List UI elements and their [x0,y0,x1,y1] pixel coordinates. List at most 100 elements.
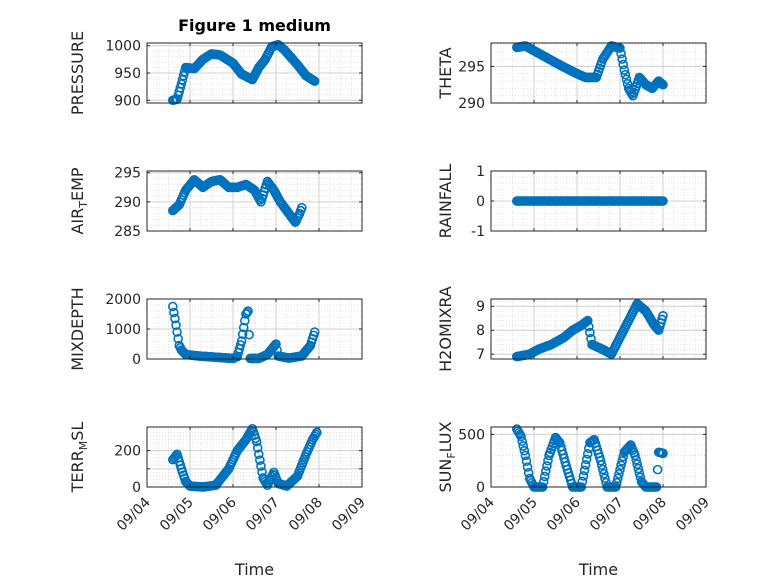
data-point [580,460,591,470]
x-tick-label: 09/07 [243,495,283,535]
panel-mixdepth: 0 1000 2000 MIXDEPTH [68,287,363,371]
panel-air_temp: 285 290 295 AIRTEMP [68,166,363,240]
series-markers [168,301,320,364]
x-tick-label: 09/04 [458,494,498,534]
y-tick-label: 0 [132,352,141,368]
data-point [616,460,626,471]
data-point [236,336,247,346]
data-point [582,315,593,326]
panel-pressure: 900 950 1000 PRESSURE Figure 1 medium [68,16,363,115]
x-tick-label: 09/08 [630,495,670,535]
axes-box [146,170,363,232]
series-markers [511,41,668,101]
data-point [518,441,529,451]
data-point [522,462,533,472]
data-point [577,476,588,487]
data-point [578,471,589,481]
data-point [617,456,627,466]
y-tick-label: 950 [114,66,141,82]
data-point [539,471,550,482]
y-tick-label: 0 [476,194,485,210]
data-point [538,476,549,487]
data-point [270,340,280,351]
data-point [296,202,307,213]
y-tick-label: 295 [458,59,485,75]
y-tick-label: 1000 [105,39,141,55]
data-point [621,74,632,85]
data-point [542,461,552,471]
y-axis-label: SUNFLUX [436,421,458,492]
data-point [597,464,608,475]
y-tick-label: 9 [476,299,485,315]
x-tick-label: 09/06 [544,494,584,534]
x-tick-label: 09/09 [329,495,369,535]
data-point [585,327,595,338]
data-point [619,65,630,75]
data-point [600,473,610,484]
data-point [235,340,246,350]
y-axis-label: TERRMSL [68,422,90,494]
data-point [242,307,252,318]
data-point [516,431,526,442]
data-point [517,436,527,447]
data-point [658,196,668,206]
data-point [658,310,668,321]
data-point [656,78,666,88]
x-tick-label: 09/06 [200,494,240,534]
data-point [304,342,315,352]
y-axis-label: MIXDEPTH [68,287,87,370]
y-tick-label: 500 [458,427,485,443]
data-point [581,454,592,465]
data-point [613,473,623,484]
x-tick-label: 09/08 [286,495,326,535]
axes-box [490,42,707,104]
x-tick-label: 09/09 [673,495,713,535]
y-tick-label: 295 [114,166,141,182]
y-tick-label: 285 [114,224,141,240]
panel-terr_msl: 0 200 09/04 09/05 09/06 09/07 09/08 09/09 Time TE… [68,422,369,579]
y-tick-label: 8 [476,323,485,339]
y-tick-label: 200 [114,444,141,460]
y-tick-label: 0 [476,480,485,496]
x-tick-label: 09/04 [114,494,154,534]
data-point [170,313,180,324]
data-point [584,321,594,332]
axes-box [490,426,707,488]
y-tick-label: -1 [471,224,485,240]
data-point [309,76,320,86]
panel-rainfall: -1 0 1 RAINFALL [436,164,707,240]
data-point [622,78,633,89]
y-axis-label: H2OMIXRA [436,286,455,372]
data-point [256,461,266,471]
data-point [595,455,606,466]
series-markers [168,39,320,106]
data-point [615,464,625,475]
data-point [599,469,609,479]
data-point [616,48,626,59]
data-point [614,469,624,479]
data-point [652,464,663,475]
data-point [168,301,178,312]
data-point [171,320,181,331]
data-point [255,455,265,465]
x-tick-label: 09/05 [501,495,541,535]
y-tick-label: 290 [458,96,485,112]
data-point [620,69,631,80]
data-point [251,436,262,447]
data-point [521,456,532,467]
panel-h2omixra: 7 8 9 H2OMIXRA [436,286,707,372]
data-point [658,448,668,459]
x-axis-label: Time [578,560,618,579]
data-point [237,329,248,340]
data-point [519,445,530,456]
data-point [541,466,551,477]
chart-title: Figure 1 medium [178,16,331,35]
data-point [243,306,253,316]
y-axis-label: THETA [436,47,455,99]
data-point [312,427,322,438]
x-axis-label: Time [234,560,274,579]
y-tick-label: 1 [476,164,485,180]
x-tick-label: 09/07 [587,495,627,535]
